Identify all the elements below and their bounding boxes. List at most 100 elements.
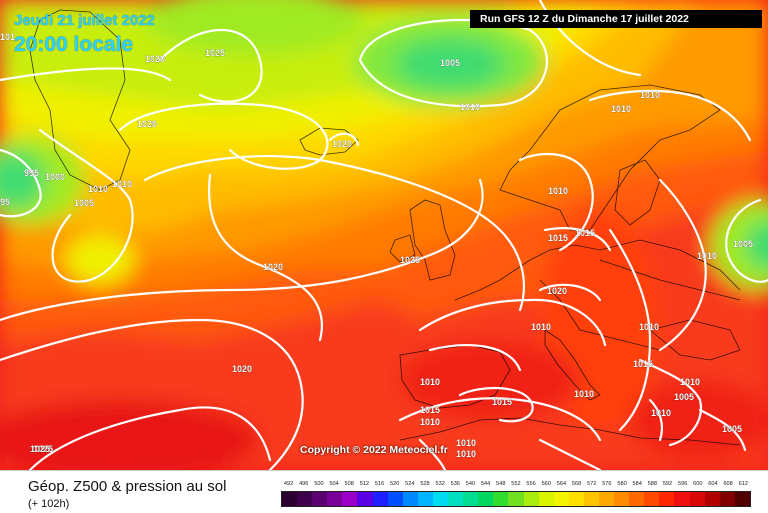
- model-run-info: Run GFS 12 Z du Dimanche 17 juillet 2022: [470, 10, 762, 28]
- isobar-pressure-label: 95: [0, 197, 10, 207]
- color-scale-label: 528: [420, 481, 430, 487]
- isobar-pressure-label: 1010: [640, 90, 660, 100]
- isobar-pressure-label: 1005: [733, 239, 753, 249]
- color-scale-swatch: [629, 492, 645, 506]
- isobar-pressure-label: 1010: [88, 184, 108, 194]
- isobar-pressure-label: 1000: [45, 172, 65, 182]
- color-scale-label: 604: [708, 481, 718, 487]
- color-scale-label: 508: [344, 481, 354, 487]
- copyright-notice: Copyright © 2022 Meteociel.fr: [300, 444, 448, 456]
- isobar-pressure-label: 1025: [33, 444, 53, 454]
- color-scale-swatch: [478, 492, 494, 506]
- color-scale-label: 532: [435, 481, 445, 487]
- forecast-time: 20:00 locale: [14, 33, 134, 56]
- coastlines: [29, 9, 741, 446]
- color-scale-swatch: [538, 492, 554, 506]
- color-scale-swatch: [568, 492, 584, 506]
- color-scale-label: 544: [480, 481, 491, 487]
- color-scale-label: 504: [329, 481, 339, 487]
- map-title: Géop. Z500 & pression au sol: [28, 478, 227, 495]
- color-scale-label: 580: [617, 481, 627, 487]
- isobar-pressure-label: 1010: [460, 102, 480, 112]
- isobar-pressure-label: 1025: [400, 255, 420, 265]
- color-scale-swatch: [357, 492, 373, 506]
- color-scale-label: 556: [526, 481, 536, 487]
- color-scale-label: 516: [374, 481, 385, 487]
- isobar-pressure-label: 101: [0, 32, 15, 42]
- color-scale-swatch: [614, 492, 630, 506]
- map-legend-footer: Géop. Z500 & pression au sol (+ 102h) 49…: [0, 470, 768, 513]
- color-scale-swatch: [689, 492, 705, 506]
- color-scale-swatch: [448, 492, 464, 506]
- isobar-pressure-label: 1010: [420, 417, 440, 427]
- color-scale-label: 536: [450, 481, 460, 487]
- color-scale-swatch: [659, 492, 675, 506]
- color-scale-swatch: [598, 492, 615, 506]
- isobar-pressure-label: 1025: [205, 48, 225, 58]
- isobar-pressure-label: 1010: [456, 449, 476, 459]
- isobar-pressure-label: 995: [24, 168, 39, 178]
- color-scale-label: 548: [496, 481, 506, 487]
- geopotential-bands: [0, 0, 768, 470]
- isobar-pressure-label: 1025: [30, 444, 50, 454]
- color-scale-label: 492: [283, 481, 294, 487]
- isobar-pressure-label: 1010: [651, 408, 671, 418]
- isobar-pressure-label: 1010: [611, 104, 631, 114]
- isobar-pressure-label: 1020: [263, 262, 283, 272]
- isobar-pressure-label: 1020: [232, 364, 252, 374]
- color-scale-bar: [281, 491, 751, 507]
- color-scale-swatch: [493, 492, 509, 506]
- color-scale-label: 596: [677, 481, 688, 487]
- weather-map: 1020 1025 1020 1005 1010 1010 1010 1020 1020 995 1…: [0, 0, 768, 470]
- color-scale-label: 612: [738, 481, 748, 487]
- color-scale-label: 588: [647, 481, 657, 487]
- color-scale-swatch: [704, 492, 720, 506]
- isobar-pressure-label: 1010: [574, 389, 594, 399]
- isobar-pressure-label: 1015: [492, 397, 512, 407]
- color-scale-labels: 492 496 500 504 508 512 516 520 524 528 532 536 540 5…: [281, 481, 751, 491]
- isobar-pressure-label: 1010: [531, 322, 551, 332]
- color-scale-label: 524: [405, 481, 415, 487]
- color-scale-swatch: [372, 492, 388, 506]
- color-scale-label: 552: [511, 481, 521, 487]
- color-scale-swatch: [342, 492, 358, 506]
- isobar-pressure-label: 1005: [722, 424, 742, 434]
- isobar-pressure-label: 1005: [440, 58, 460, 68]
- isobar-pressure-label: 1005: [674, 392, 694, 402]
- color-scale-swatch: [508, 492, 524, 506]
- color-scale-swatch: [719, 492, 735, 506]
- color-scale-swatch: [553, 492, 569, 506]
- color-scale-label: 512: [359, 481, 370, 487]
- color-scale-label: 568: [571, 481, 582, 487]
- color-scale-swatch: [402, 492, 418, 506]
- color-scale-swatch: [432, 492, 449, 506]
- isobar-pressure-label: 1015: [575, 228, 595, 238]
- color-scale-swatch: [734, 492, 750, 506]
- color-scale-swatch: [297, 492, 313, 506]
- color-scale-label: 608: [723, 481, 733, 487]
- isobar-pressure-label: 1015: [548, 233, 568, 243]
- color-scale-label: 496: [299, 481, 309, 487]
- isobar-pressure-label: 1010: [680, 377, 700, 387]
- forecast-date: Jeudi 21 juillet 2022: [14, 12, 155, 29]
- isobar-pressure-label: 1010: [456, 438, 476, 448]
- color-scale-swatch: [674, 492, 690, 506]
- color-scale-swatch: [387, 492, 403, 506]
- isobar-pressure-label: 1020: [332, 139, 352, 149]
- isobar-pressure-label: 1010: [548, 186, 568, 196]
- isobar-pressure-label: 1010: [697, 251, 717, 261]
- color-scale-swatch: [523, 492, 539, 506]
- isobar-pressure-label: 1020: [137, 119, 157, 129]
- color-scale-label: 564: [556, 481, 567, 487]
- color-scale-swatch: [312, 492, 328, 506]
- color-scale-label: 600: [693, 481, 703, 487]
- color-scale-label: 500: [314, 481, 324, 487]
- color-scale-swatch: [327, 492, 343, 506]
- color-scale-label: 584: [632, 481, 642, 487]
- color-scale: 492 496 500 504 508 512 516 520 524 528 532 536 540 5…: [281, 481, 751, 507]
- color-scale-label: 572: [587, 481, 597, 487]
- isobar-pressure-label: 1020: [547, 286, 567, 296]
- color-scale-swatch: [644, 492, 660, 506]
